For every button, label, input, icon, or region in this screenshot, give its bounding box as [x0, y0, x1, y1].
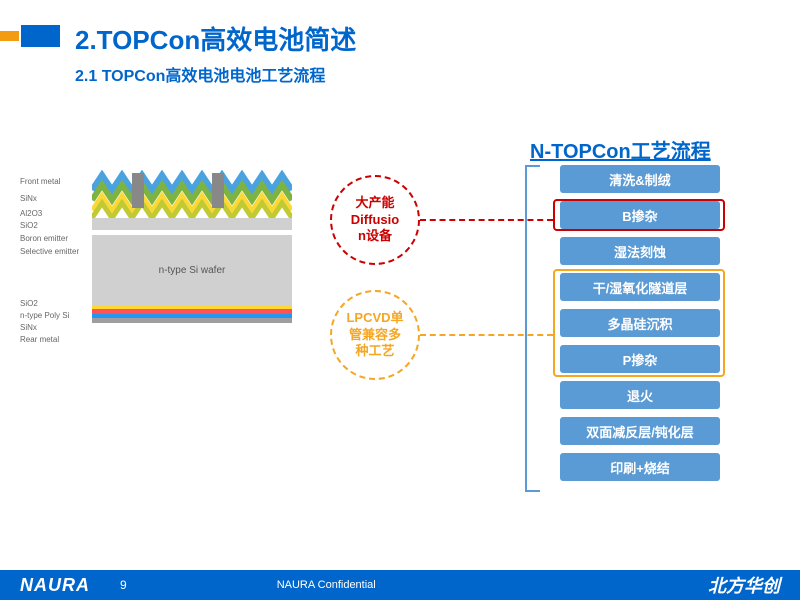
- page-title: 2.TOPCon高效电池简述: [75, 20, 356, 57]
- wafer-top-labels: Front metal SiNx Al2O3 SiO2 Boron emitte…: [20, 170, 79, 259]
- label-sinx: SiNx: [20, 193, 79, 206]
- callout-red-text: 大产能 Diffusio n设备: [351, 195, 399, 246]
- step-3: 湿法刻蚀: [560, 237, 720, 265]
- connector-red: [420, 219, 553, 221]
- front-metal-bars: [92, 173, 292, 208]
- metal-bar-2: [212, 173, 224, 208]
- step-4: 干/湿氧化隧道层: [560, 273, 720, 301]
- step-9: 印刷+烧结: [560, 453, 720, 481]
- wafer-bottom-labels: SiO2 n-type Poly Si SiNx Rear metal: [20, 298, 69, 346]
- wafer-body: n-type Si wafer: [92, 235, 292, 305]
- label-b-rear: Rear metal: [20, 334, 69, 346]
- label-al2o3: Al2O3: [20, 208, 79, 221]
- step-2: B掺杂: [560, 201, 720, 229]
- wafer-layers: n-type Si wafer: [92, 170, 292, 370]
- footer-page: 9: [120, 578, 127, 592]
- footer-confidential: NAURA Confidential: [277, 579, 376, 591]
- footer-logo: NAURA: [20, 575, 90, 596]
- step-8: 双面减反层/钝化层: [560, 417, 720, 445]
- wafer-cross-section: Front metal SiNx Al2O3 SiO2 Boron emitte…: [20, 170, 300, 370]
- label-b-sinx: SiNx: [20, 322, 69, 334]
- metal-bar-1: [132, 173, 144, 208]
- step-6: P掺杂: [560, 345, 720, 373]
- footer: NAURA 9 NAURA Confidential 北方华创: [0, 570, 800, 600]
- callout-yellow-text: LPCVD单 管兼容多 种工艺: [346, 310, 403, 361]
- accent-blue: [21, 25, 60, 47]
- step-1: 清洗&制绒: [560, 165, 720, 193]
- label-front-metal: Front metal: [20, 176, 79, 189]
- flow-bracket: [525, 165, 527, 490]
- header-accent: [0, 25, 60, 47]
- accent-orange: [0, 31, 19, 41]
- flow-title: N-TOPCon工艺流程: [530, 135, 711, 164]
- callout-diffusion: 大产能 Diffusio n设备: [330, 175, 420, 265]
- label-boron: Boron emitter: [20, 233, 79, 246]
- callout-lpcvd: LPCVD单 管兼容多 种工艺: [330, 290, 420, 380]
- bracket-bottom: [525, 490, 540, 492]
- footer-cn-name: 北方华创: [708, 572, 780, 598]
- wafer-body-text: n-type Si wafer: [159, 265, 226, 276]
- step-7: 退火: [560, 381, 720, 409]
- label-b-poly: n-type Poly Si: [20, 310, 69, 322]
- layer-rear-metal: [92, 318, 292, 323]
- step-5: 多晶硅沉积: [560, 309, 720, 337]
- label-selective: Selective emitter: [20, 246, 79, 259]
- label-b-sio2: SiO2: [20, 298, 69, 310]
- connector-yellow: [420, 334, 553, 336]
- page-subtitle: 2.1 TOPCon高效电池电池工艺流程: [75, 62, 325, 86]
- label-sio2: SiO2: [20, 220, 79, 233]
- flow-steps: 清洗&制绒 B掺杂 湿法刻蚀 干/湿氧化隧道层 多晶硅沉积 P掺杂 退火 双面减…: [535, 165, 745, 489]
